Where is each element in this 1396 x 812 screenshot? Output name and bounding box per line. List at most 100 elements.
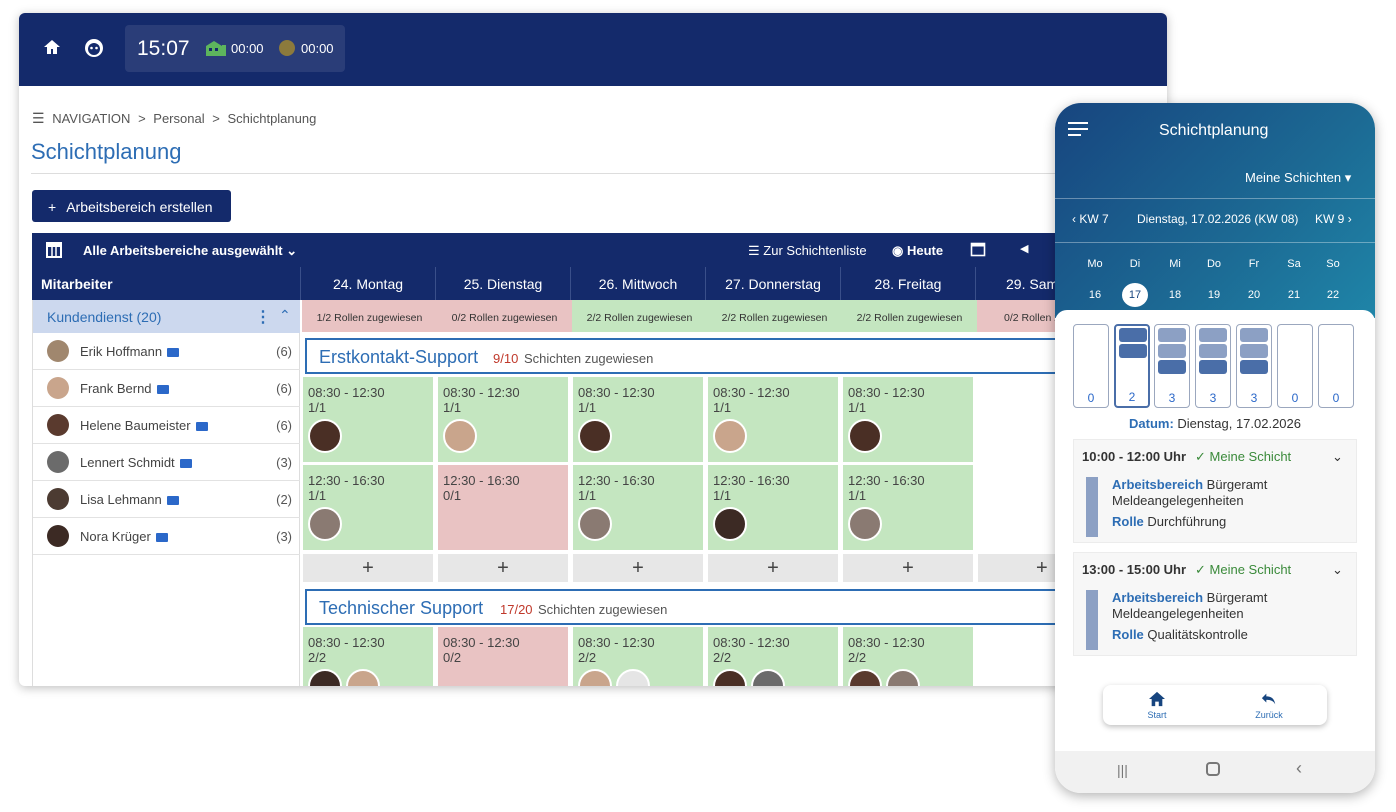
chevron-down-icon[interactable]: ⌄ [1332, 449, 1343, 464]
hamburger-menu-icon[interactable] [1068, 121, 1090, 142]
my-shifts-filter[interactable]: Meine Schichten ▾ [1245, 170, 1351, 186]
employee-row[interactable]: Nora Krüger (3) [33, 518, 300, 555]
create-area-button[interactable]: + Arbeitsbereich erstellen [32, 190, 231, 222]
day-slot[interactable]: 0 [1277, 324, 1313, 408]
shift-time: 12:30 - 16:30 [848, 473, 925, 488]
shift-cell[interactable]: 08:30 - 12:30 2/2 [708, 627, 838, 686]
add-shift-button[interactable]: + [708, 554, 838, 582]
shift-cell[interactable]: 08:30 - 12:30 1/1 [303, 377, 433, 462]
more-options-icon[interactable]: ⋮ [255, 309, 271, 326]
back-arrow-icon[interactable]: ‹ [1296, 758, 1302, 778]
shift-cell[interactable]: 12:30 - 16:30 0/1 [438, 465, 568, 550]
phone-mockup: Schichtplanung Meine Schichten ▾ ‹ KW 7 … [1055, 103, 1375, 793]
breadcrumb-separator: > [212, 111, 220, 126]
employee-count: (6) [276, 344, 292, 359]
pause-icon [279, 40, 295, 56]
add-shift-button[interactable]: + [573, 554, 703, 582]
day-number[interactable]: 18 [1168, 289, 1182, 301]
area-count: 17/20 [500, 602, 533, 617]
home-icon[interactable] [41, 37, 63, 59]
chevron-up-icon[interactable]: ⌃ [279, 307, 291, 323]
breadcrumb-navigation[interactable]: NAVIGATION [52, 111, 131, 126]
shift-block [1240, 360, 1268, 374]
weekday-label: Do [1206, 258, 1222, 270]
shift-card[interactable]: 13:00 - 15:00 Uhr ✓ Meine Schicht ⌄ Arbe… [1073, 552, 1357, 656]
shift-cell[interactable]: 08:30 - 12:30 1/1 [843, 377, 973, 462]
mail-icon[interactable] [179, 459, 192, 468]
day-header-monday: 24. Montag [300, 267, 435, 300]
shift-cell[interactable]: 12:30 - 16:30 1/1 [303, 465, 433, 550]
shift-cell[interactable]: 08:30 - 12:30 1/1 [438, 377, 568, 462]
avatar-face-icon[interactable] [83, 37, 105, 59]
mail-icon[interactable] [167, 348, 180, 357]
avatar [443, 419, 477, 453]
day-slot-selected[interactable]: 2 [1114, 324, 1150, 408]
recent-apps-icon[interactable]: ||| [1117, 762, 1128, 778]
shift-cell[interactable]: 08:30 - 12:30 2/2 [573, 627, 703, 686]
shift-cell[interactable]: 08:30 - 12:30 1/1 [708, 377, 838, 462]
shift-cell[interactable]: 12:30 - 16:30 1/1 [708, 465, 838, 550]
mail-icon[interactable] [155, 533, 168, 542]
mail-icon[interactable] [166, 496, 179, 505]
shift-card[interactable]: 10:00 - 12:00 Uhr ✓ Meine Schicht ⌄ Arbe… [1073, 439, 1357, 543]
chevron-down-icon[interactable]: ⌄ [1332, 562, 1343, 577]
today-button[interactable]: ◉ Heute [892, 243, 943, 259]
employee-name: Lennert Schmidt [80, 455, 192, 470]
employee-row[interactable]: Lennert Schmidt (3) [33, 444, 300, 481]
day-number[interactable]: 19 [1207, 289, 1221, 301]
day-slot[interactable]: 3 [1154, 324, 1190, 408]
breadcrumb-personal[interactable]: Personal [153, 111, 205, 126]
day-slot[interactable]: 3 [1236, 324, 1272, 408]
menu-icon[interactable]: ☰ [32, 110, 45, 126]
mail-icon[interactable] [195, 422, 208, 431]
phone-header: Schichtplanung Meine Schichten ▾ ‹ KW 7 … [1055, 103, 1375, 318]
day-slot[interactable]: 3 [1195, 324, 1231, 408]
employee-row[interactable]: Frank Bernd (6) [33, 370, 300, 407]
phone-title: Schichtplanung [1159, 122, 1269, 139]
shift-cell[interactable]: 08:30 - 12:30 2/2 [303, 627, 433, 686]
next-week-button[interactable]: KW 9 › [1315, 212, 1352, 226]
day-header-thursday: 27. Donnerstag [705, 267, 840, 300]
prev-week-button[interactable]: ‹ KW 7 [1072, 212, 1109, 226]
employee-row[interactable]: Erik Hoffmann (6) [33, 333, 300, 370]
shift-block [1199, 360, 1227, 374]
avatar [47, 377, 69, 399]
start-nav-item[interactable]: Start [1143, 691, 1171, 720]
group-kundendienst[interactable]: Kundendienst (20) ⋮ ⌃ [33, 300, 300, 333]
day-number[interactable]: 22 [1326, 289, 1340, 301]
employee-row[interactable]: Lisa Lehmann (2) [33, 481, 300, 518]
day-number-selected[interactable]: 17 [1122, 283, 1148, 307]
area-header-erstkontakt[interactable]: Erstkontakt-Support 9/10 Schichten zugew… [305, 338, 1072, 374]
shift-cell[interactable]: 12:30 - 16:30 1/1 [843, 465, 973, 550]
shift-cell[interactable]: 08:30 - 12:30 0/2 [438, 627, 568, 686]
shift-cell[interactable]: 12:30 - 16:30 1/1 [573, 465, 703, 550]
slot-count: 0 [1087, 391, 1095, 405]
add-shift-button[interactable]: + [843, 554, 973, 582]
day-number[interactable]: 20 [1247, 289, 1261, 301]
shift-assigned: 2/2 [713, 650, 732, 665]
add-shift-button[interactable]: + [438, 554, 568, 582]
area-header-technischer-support[interactable]: Technischer Support 17/20 Schichten zuge… [305, 589, 1072, 625]
avatar [848, 507, 882, 541]
area-count-suffix: Schichten zugewiesen [524, 351, 654, 366]
add-shift-button[interactable]: + [303, 554, 433, 582]
day-slot[interactable]: 0 [1318, 324, 1354, 408]
home-button-icon[interactable] [1206, 762, 1220, 776]
shift-cell[interactable]: 08:30 - 12:30 1/1 [573, 377, 703, 462]
day-number[interactable]: 16 [1088, 289, 1102, 301]
shift-assigned: 1/1 [713, 400, 732, 415]
day-number[interactable]: 21 [1287, 289, 1301, 301]
prev-week-icon[interactable]: ◀ [1020, 243, 1029, 255]
employee-row[interactable]: Helene Baumeister (6) [33, 407, 300, 444]
shift-time: 08:30 - 12:30 [848, 385, 925, 400]
slot-count: 2 [1128, 390, 1136, 404]
back-nav-item[interactable]: Zurück [1251, 691, 1287, 720]
android-nav-bar: ||| ‹ [1055, 751, 1375, 793]
mail-icon[interactable] [156, 385, 169, 394]
area-select[interactable]: Alle Arbeitsbereiche ausgewählt ⌄ [83, 243, 297, 259]
shift-cell[interactable]: 08:30 - 12:30 2/2 [843, 627, 973, 686]
day-slot[interactable]: 0 [1073, 324, 1109, 408]
calendar-icon[interactable] [970, 241, 986, 260]
list-view-link[interactable]: ☰ Zur Schichtenliste [748, 243, 867, 259]
employee-name: Erik Hoffmann [80, 344, 180, 359]
